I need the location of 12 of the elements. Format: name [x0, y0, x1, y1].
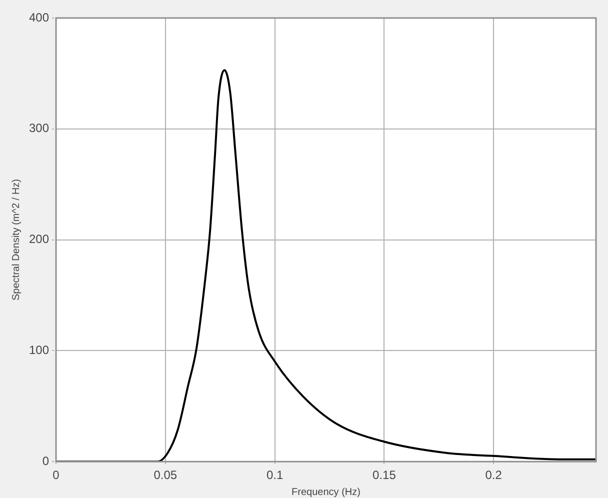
y-tick-label: 300 — [28, 121, 50, 136]
x-tick-label: 0.2 — [485, 468, 502, 482]
y-tick-label: 200 — [28, 232, 50, 246]
y-axis-title: Spectral Density (m^2 / Hz) — [10, 179, 22, 300]
x-tick-label: 0.05 — [154, 468, 178, 482]
y-tick-label: 0 — [42, 454, 50, 468]
x-axis-title: Frequency (Hz) — [292, 486, 360, 498]
x-tick-label: 0.1 — [266, 468, 284, 482]
y-tick-label: 100 — [28, 343, 50, 358]
x-tick-label: 0.15 — [372, 468, 396, 482]
x-tick-label: 0 — [52, 468, 60, 482]
y-tick-label: 400 — [28, 10, 50, 24]
